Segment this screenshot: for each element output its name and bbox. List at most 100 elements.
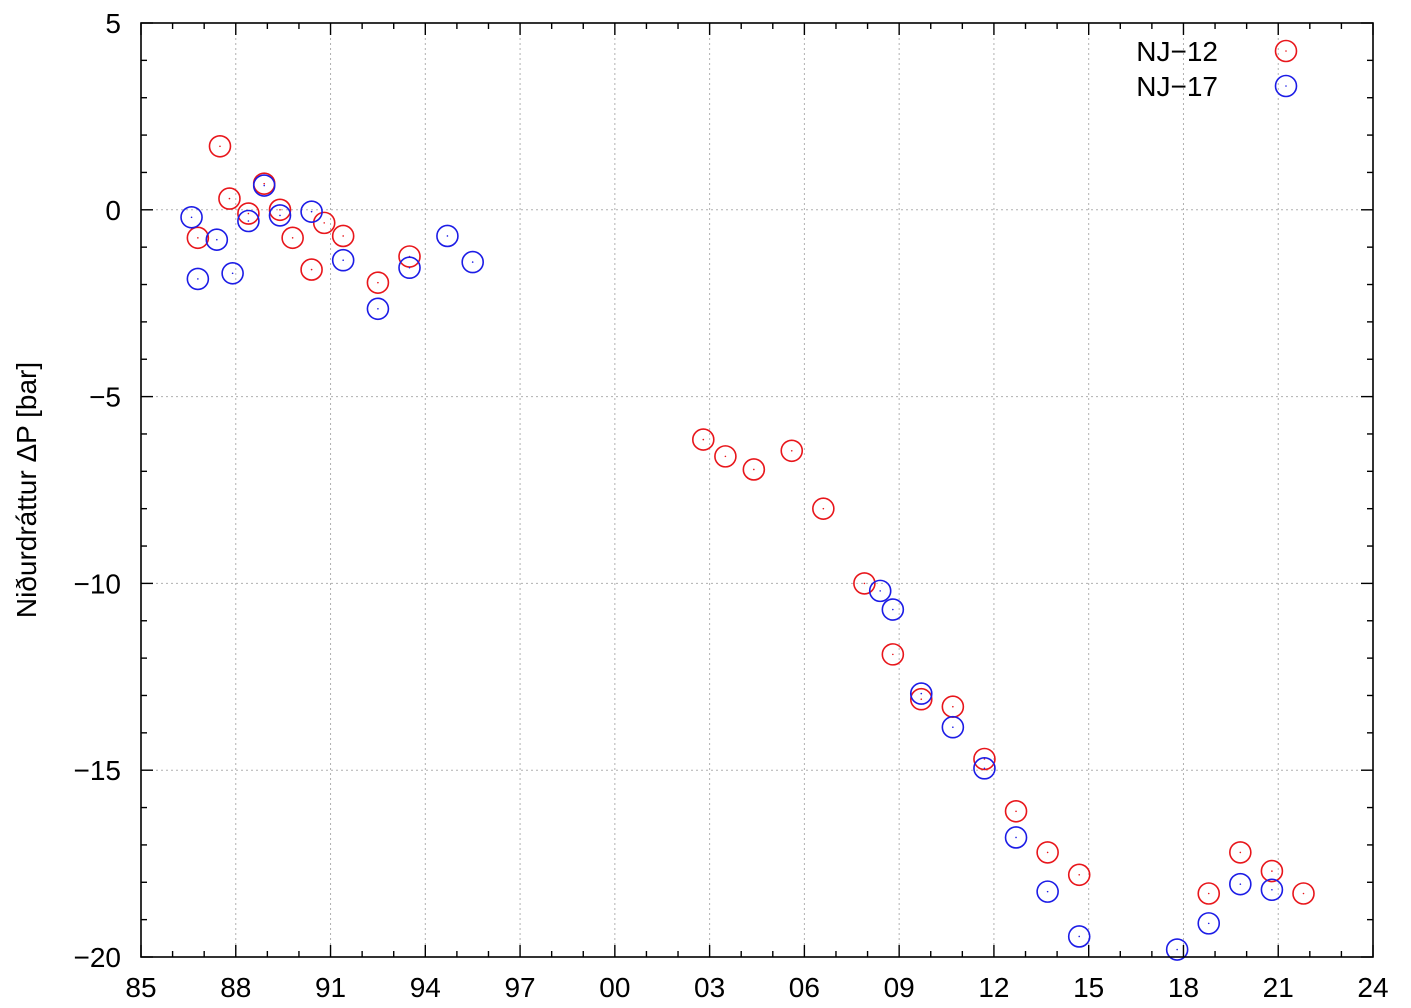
- data-point-center-series-1: [247, 212, 250, 215]
- data-point-center-series-1: [197, 237, 199, 239]
- data-point-series-2: [180, 205, 203, 229]
- data-point-series-1: [186, 226, 210, 250]
- data-point-center-series-1: [1046, 851, 1049, 854]
- data-point-center-series-1: [377, 281, 379, 284]
- data-point-series-1: [1036, 841, 1059, 864]
- data-point-center-series-2: [471, 261, 474, 263]
- data-point-center-series-1: [920, 698, 923, 701]
- x-tick-label: 21: [1263, 972, 1294, 1003]
- data-point-series-2: [237, 209, 260, 233]
- data-point-center-series-2: [1078, 935, 1081, 938]
- x-tick-label: 94: [410, 972, 441, 1003]
- x-tick-label: 91: [315, 972, 346, 1003]
- data-point-center-series-1: [892, 653, 894, 656]
- y-tick-label: −15: [74, 755, 122, 786]
- data-point-center-series-1: [790, 449, 793, 452]
- data-point-center-series-1: [1207, 892, 1210, 895]
- x-tick-label: 06: [789, 972, 820, 1003]
- data-point-series-1: [208, 134, 232, 158]
- data-point-series-1: [312, 211, 336, 235]
- data-point-series-2: [221, 262, 244, 285]
- data-point-series-2: [1036, 880, 1059, 903]
- data-point-series-1: [853, 572, 876, 595]
- data-points: [180, 134, 1315, 961]
- data-point-series-1: [237, 202, 260, 225]
- data-point-center-series-2: [983, 767, 986, 770]
- data-point-series-1: [742, 458, 766, 481]
- data-point-series-2: [1260, 878, 1284, 902]
- data-point-series-1: [812, 497, 835, 520]
- data-point-series-2: [868, 579, 892, 603]
- data-point-center-series-2: [879, 590, 881, 592]
- data-point-series-2: [909, 682, 933, 705]
- data-point-center-series-1: [291, 237, 294, 239]
- data-point-center-series-2: [190, 216, 193, 219]
- data-point-series-2: [186, 267, 210, 291]
- data-point-center-series-1: [702, 438, 705, 441]
- data-point-series-1: [1067, 863, 1091, 887]
- data-point-series-1: [300, 258, 323, 281]
- data-point-series-2: [1229, 872, 1252, 896]
- plot-frame: [140, 22, 1374, 958]
- x-tick-label: 24: [1357, 972, 1388, 1003]
- data-point-series-2: [1165, 938, 1189, 961]
- data-point-series-1: [909, 687, 933, 711]
- data-point-center-series-1: [323, 222, 326, 224]
- data-point-series-2: [1067, 925, 1091, 948]
- y-tick-label: 0: [105, 195, 121, 226]
- data-point-series-2: [881, 598, 905, 621]
- data-point-center-series-2: [310, 210, 313, 213]
- data-point-center-series-2: [279, 214, 281, 217]
- data-point-series-2: [268, 204, 292, 227]
- data-point-center-series-1: [724, 455, 727, 458]
- data-point-center-series-1: [753, 468, 755, 471]
- x-tick-label: 97: [504, 972, 535, 1003]
- data-point-center-series-2: [920, 692, 923, 695]
- data-point-center-series-2: [231, 272, 234, 275]
- y-axis-title: Niðurdráttur ΔP [bar]: [11, 362, 42, 618]
- y-tick-label: 5: [105, 8, 121, 39]
- x-tick-label: 12: [978, 972, 1009, 1003]
- data-point-series-2: [1004, 826, 1028, 849]
- data-point-series-1: [1197, 882, 1221, 905]
- data-point-center-series-2: [263, 184, 266, 187]
- x-tick-label: 88: [220, 972, 251, 1003]
- data-point-series-1: [281, 226, 304, 250]
- grid-layer: [141, 23, 1373, 957]
- data-point-series-1: [1004, 799, 1028, 823]
- data-point-center-series-2: [1176, 948, 1178, 951]
- x-tick-label: 03: [694, 972, 725, 1003]
- data-point-center-series-1: [342, 235, 344, 237]
- data-point-center-series-2: [1239, 883, 1242, 885]
- data-point-series-1: [1260, 859, 1284, 883]
- legend: NJ−12 NJ−17: [1136, 36, 1298, 102]
- x-tick-label: 09: [884, 972, 915, 1003]
- data-point-center-series-2: [247, 220, 250, 222]
- data-point-series-1: [691, 428, 715, 451]
- data-point-center-series-1: [1239, 851, 1242, 854]
- data-point-series-2: [973, 757, 996, 780]
- data-point-series-1: [366, 271, 390, 294]
- data-point-center-series-1: [1302, 892, 1305, 895]
- y-tick-label: −5: [89, 382, 121, 413]
- data-point-series-2: [331, 248, 355, 272]
- legend-marker: [1274, 39, 1298, 63]
- data-point-series-1: [1229, 841, 1252, 864]
- data-point-series-2: [941, 715, 965, 739]
- x-tick-label: 00: [599, 972, 630, 1003]
- y-tick-label: −20: [74, 942, 122, 973]
- data-point-center-series-1: [219, 145, 221, 148]
- data-point-series-2: [366, 297, 390, 321]
- data-point-center-series-2: [377, 308, 379, 310]
- data-point-series-1: [218, 187, 241, 210]
- data-point-center-series-1: [952, 705, 954, 708]
- data-point-series-2: [436, 224, 459, 248]
- legend-label: NJ−17: [1136, 71, 1218, 102]
- data-point-center-series-2: [408, 266, 411, 269]
- data-point-center-series-1: [822, 507, 825, 510]
- data-point-center-series-1: [1078, 874, 1081, 876]
- x-tick-label: 85: [125, 972, 156, 1003]
- data-point-center-series-2: [197, 278, 199, 280]
- data-point-center-series-1: [863, 582, 866, 585]
